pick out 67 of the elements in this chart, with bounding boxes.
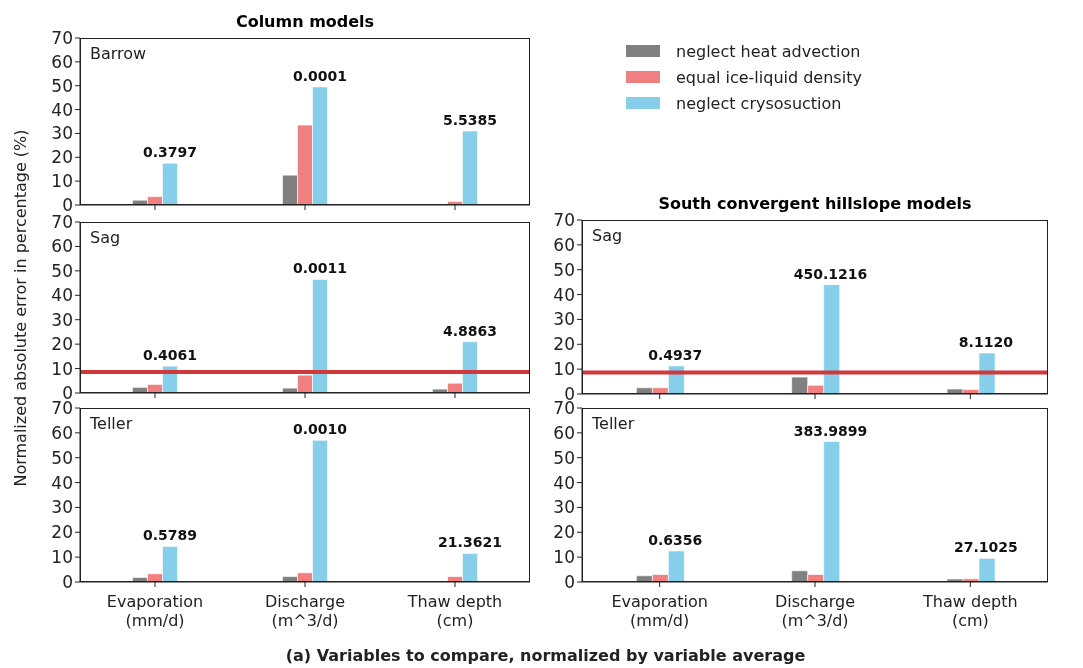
- annotation: 5.5385: [442, 112, 498, 129]
- y-tick-label: 10: [51, 358, 73, 379]
- y-tick-label: 10: [51, 171, 73, 192]
- y-tick-label: 20: [51, 334, 73, 355]
- y-tick-label: 10: [553, 359, 575, 380]
- x-tick-label: Thaw depth (cm): [922, 592, 1018, 630]
- annotation: Teller: [592, 414, 635, 433]
- y-tick-label: 70: [51, 28, 73, 49]
- annotation: Sag: [90, 228, 121, 247]
- y-tick-label: 30: [51, 497, 73, 518]
- x-tick-label: Discharge (m^3/d): [264, 592, 346, 630]
- y-tick-label: 50: [553, 259, 575, 280]
- annotation: 0.0010: [292, 421, 348, 438]
- y-tick-label: 60: [553, 422, 575, 443]
- annotation: 0.0001: [292, 67, 348, 84]
- chart-title: South convergent hillslope models: [657, 194, 973, 213]
- annotation: 8.1120: [958, 333, 1014, 350]
- x-tick-label: Evaporation (mm/d): [106, 592, 204, 630]
- y-tick-label: 20: [553, 522, 575, 543]
- annotation: 450.1216: [793, 265, 868, 282]
- x-tick-label: Evaporation (mm/d): [611, 592, 708, 630]
- y-tick-label: 40: [51, 285, 73, 306]
- legend-label: equal ice-liquid density: [676, 67, 862, 87]
- y-tick-label: 50: [51, 75, 73, 96]
- y-tick-label: 30: [51, 123, 73, 144]
- annotation: 0.0011: [292, 260, 348, 277]
- annotation: Barrow: [90, 44, 147, 63]
- x-tick-label: Thaw depth (cm): [406, 592, 503, 630]
- x-tick-label: Discharge (m^3/d): [774, 592, 856, 630]
- annotation: 0.5789: [142, 527, 198, 544]
- y-tick-label: 40: [51, 472, 73, 493]
- annotation: 0.4937: [648, 346, 703, 363]
- annotation: 0.4061: [142, 347, 198, 364]
- y-axis-title: Normalized absolute error in percentage (%): [10, 129, 30, 487]
- y-tick-label: 70: [553, 210, 575, 231]
- legend-label: neglect heat advection: [676, 41, 861, 61]
- y-tick-label: 60: [51, 236, 73, 257]
- annotation: 0.3797: [142, 144, 198, 161]
- y-tick-label: 30: [553, 497, 575, 518]
- annotation: 27.1025: [953, 539, 1018, 556]
- y-tick-label: 40: [553, 284, 575, 305]
- y-tick-label: 0: [564, 572, 575, 593]
- annotation: Teller: [90, 414, 133, 433]
- y-tick-label: 20: [553, 334, 575, 355]
- y-tick-label: 40: [51, 99, 73, 120]
- annotation: Sag: [592, 226, 623, 245]
- y-tick-label: 50: [553, 447, 575, 468]
- chart-title: Column models: [234, 12, 376, 31]
- x-axis-title: (a) Variables to compare, normalized by variable average: [284, 646, 807, 665]
- y-tick-label: 20: [51, 147, 73, 168]
- y-tick-label: 10: [553, 547, 575, 568]
- y-tick-label: 30: [553, 309, 575, 330]
- y-tick-label: 50: [51, 447, 73, 468]
- y-tick-label: 10: [51, 547, 73, 568]
- legend-label: neglect crysosuction: [676, 93, 842, 113]
- annotation: 383.9899: [793, 422, 868, 439]
- y-tick-label: 40: [553, 472, 575, 493]
- annotation: 4.8863: [442, 322, 498, 339]
- y-tick-label: 60: [553, 234, 575, 255]
- y-tick-label: 0: [62, 572, 73, 593]
- y-tick-label: 30: [51, 309, 73, 330]
- y-tick-label: 60: [51, 51, 73, 72]
- y-tick-label: 50: [51, 260, 73, 281]
- annotation: 0.6356: [648, 531, 703, 548]
- annotation: 21.3621: [438, 534, 502, 551]
- y-tick-label: 20: [51, 522, 73, 543]
- y-tick-label: 60: [51, 422, 73, 443]
